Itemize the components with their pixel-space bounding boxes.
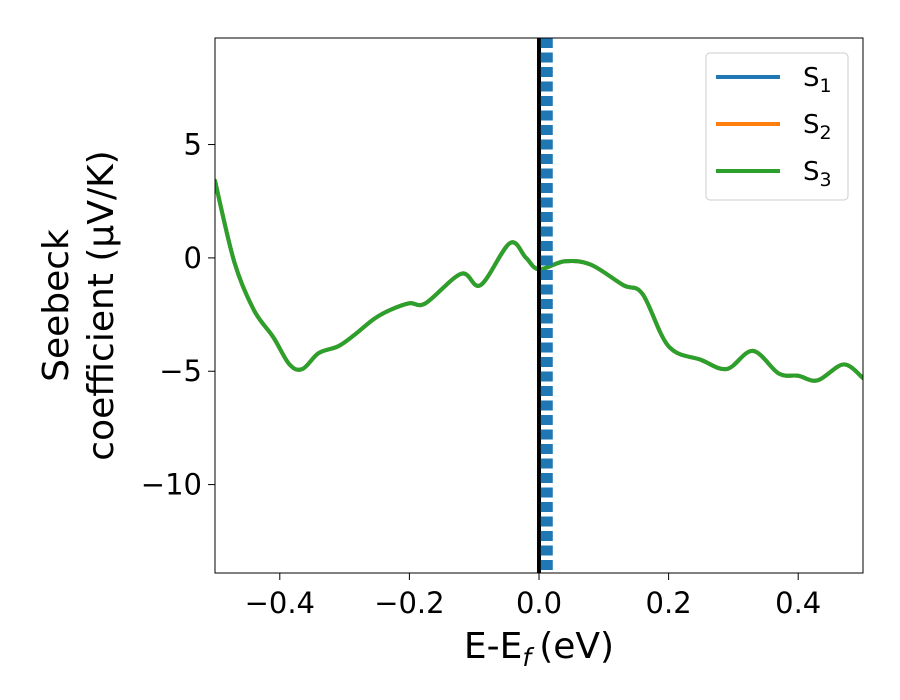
legend: S1 S2 S3 — [705, 52, 849, 201]
x-tick-label: 0.2 — [646, 586, 692, 620]
axis-ticks: −0.4 −0.2 0.0 0.2 0.4 5 0 −5 −10 — [141, 128, 821, 620]
series-line-3 — [215, 178, 863, 383]
y-axis-label-line2: coefficient (μV/K) — [81, 150, 122, 460]
x-tick-label: 0.4 — [775, 586, 821, 620]
x-tick-label: −0.2 — [374, 586, 444, 620]
x-tick-label: −0.4 — [245, 586, 315, 620]
x-tick-label: 0.0 — [516, 586, 562, 620]
legend-label-1: S1 — [803, 63, 832, 97]
plot-area — [215, 38, 863, 573]
y-tick-label: −10 — [141, 468, 202, 502]
y-tick-label: 5 — [184, 128, 202, 162]
x-axis-label: E-Ef (eV) — [464, 626, 614, 672]
y-tick-label: 0 — [184, 241, 202, 275]
legend-box — [705, 52, 849, 201]
legend-label-3: S3 — [803, 157, 832, 191]
y-axis-label-line1: Seebeck — [36, 229, 77, 382]
legend-label-2: S2 — [803, 110, 832, 144]
y-tick-label: −5 — [159, 354, 202, 388]
y-axis-label: Seebeck coefficient (μV/K) — [36, 150, 122, 460]
